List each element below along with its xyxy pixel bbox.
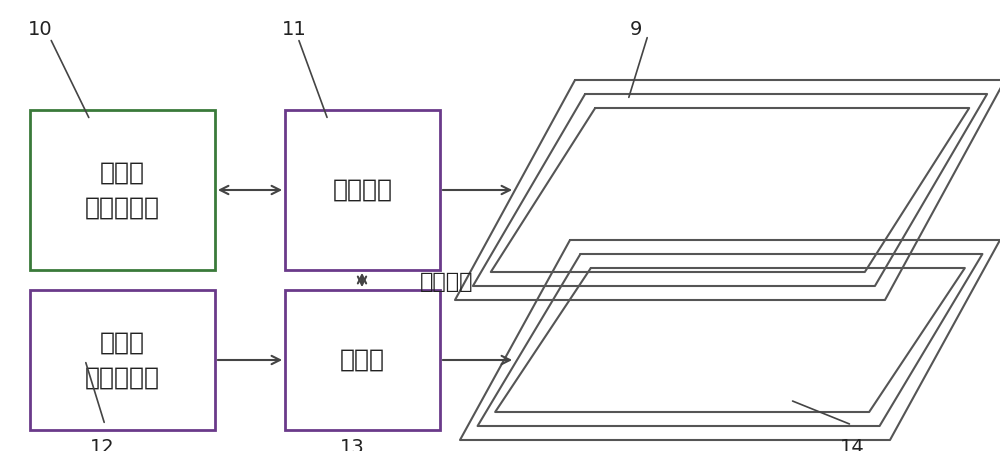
Text: 接收机
上位机平台: 接收机 上位机平台 [85, 330, 160, 390]
Text: 发射装置: 发射装置 [332, 178, 392, 202]
Text: 13: 13 [340, 438, 365, 451]
Bar [30, 110, 215, 270]
Text: 14: 14 [840, 438, 865, 451]
Text: 同步信号: 同步信号 [420, 272, 474, 292]
Bar [30, 290, 215, 430]
Bar [285, 290, 440, 430]
Text: 9: 9 [630, 20, 642, 39]
Text: 10: 10 [28, 20, 53, 39]
Text: 发射机
上位机平台: 发射机 上位机平台 [85, 160, 160, 220]
Bar [285, 110, 440, 270]
Text: 接收机: 接收机 [340, 348, 385, 372]
Text: 12: 12 [90, 438, 115, 451]
Text: 11: 11 [282, 20, 307, 39]
